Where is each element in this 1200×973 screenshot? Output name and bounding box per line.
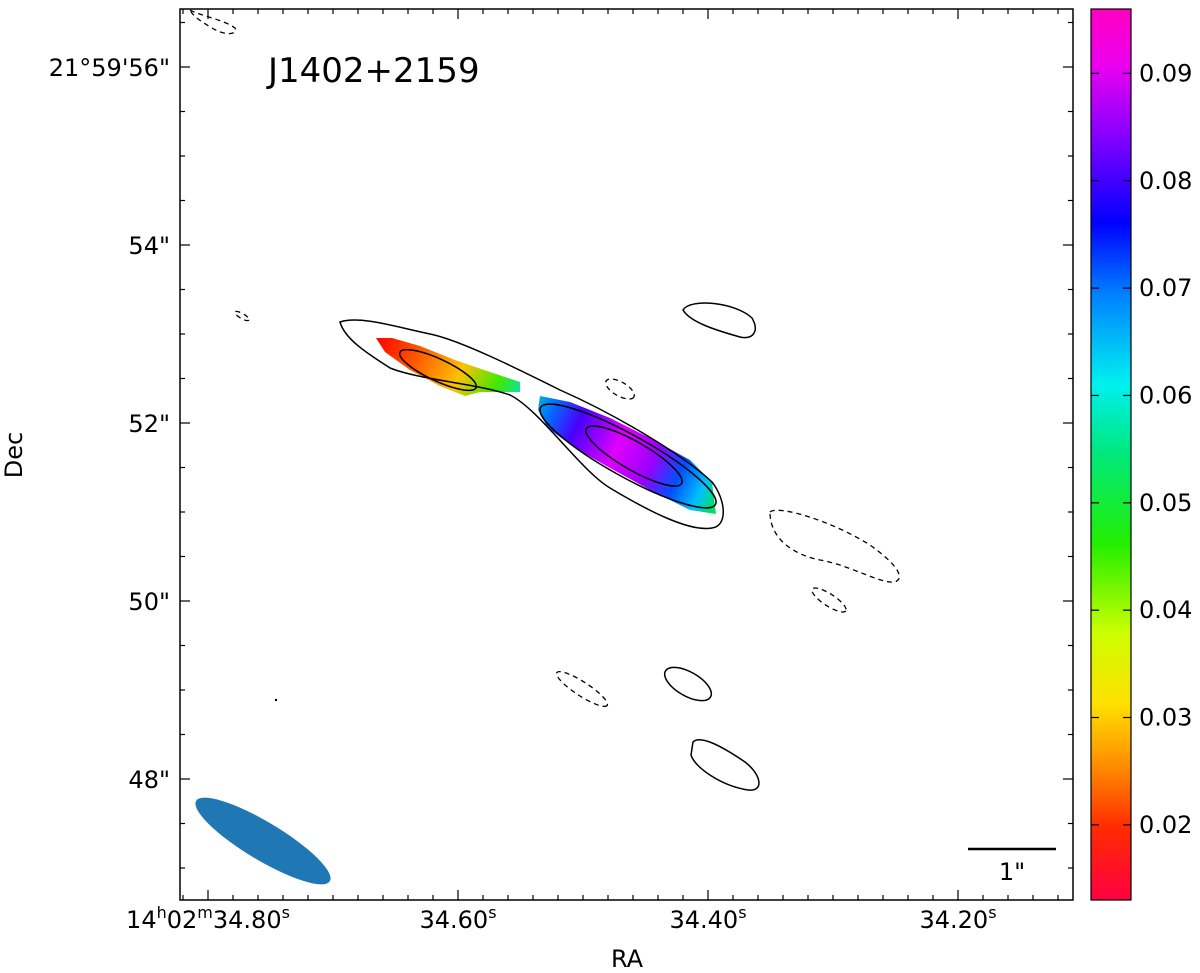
colorbar-tick-label: 0.06 [1139,381,1192,409]
x-tick-label-34.60: 34.60s [419,903,496,934]
emission-map [376,338,716,514]
contour-core-mid [539,403,717,509]
colorbar-tick-label: 0.09 [1139,59,1192,87]
emission-knot-northwest [376,338,520,396]
x-tick-label-34.80: 14h02m34.80s [126,903,290,934]
contour-negative-right-large [769,509,900,583]
colorbar-ticks: 0.02 0.03 0.04 0.05 0.06 0.07 0.08 0.09 [1091,59,1192,839]
contour-negative-mid [605,378,635,400]
contour-dot [274,698,278,702]
contour-negative-top-left [188,8,237,35]
beam-ellipse [195,797,331,885]
x-tick-label-34.20: 34.20s [919,903,996,934]
scale-bar-label: 1" [999,858,1025,886]
x-tick-label-34.40: 34.40s [669,903,746,934]
contour-nw-inner [398,348,478,392]
axis-ticks [180,9,1073,900]
y-tick-label-56: 21°59'56" [49,54,170,82]
y-tick-label-52: 52" [128,410,170,438]
contour-positive-lower-large [690,739,760,791]
emission-knot-core [538,396,716,514]
colorbar-tick-label: 0.02 [1139,811,1192,839]
colorbar-tick-label: 0.07 [1139,274,1192,302]
colorbar-tick-label: 0.03 [1139,704,1192,732]
colorbar [1090,8,1132,901]
y-tick-label-48: 48" [128,766,170,794]
colorbar-tick-label: 0.08 [1139,167,1192,195]
panel-title: J1402+2159 [266,51,480,91]
contour-outer-positive [339,319,724,530]
contour-negative-tiny [234,310,250,322]
y-tick-label-54: 54" [128,232,170,260]
colorbar-tick-label: 0.05 [1139,489,1192,517]
contour-lines [339,302,760,791]
contour-negative-right-small [811,587,847,613]
plot-frame [179,8,1074,901]
contour-core-inner [585,425,683,487]
x-axis-title: RA [611,945,644,973]
contour-negative-lower-left [555,670,609,708]
contour-positive-lower-small [663,666,713,702]
contour-positive-top-right [682,302,756,339]
colorbar-tick-label: 0.04 [1139,596,1192,624]
y-tick-label-50: 50" [128,588,170,616]
contour-negative [188,8,900,708]
y-axis-title: Dec [0,432,28,478]
